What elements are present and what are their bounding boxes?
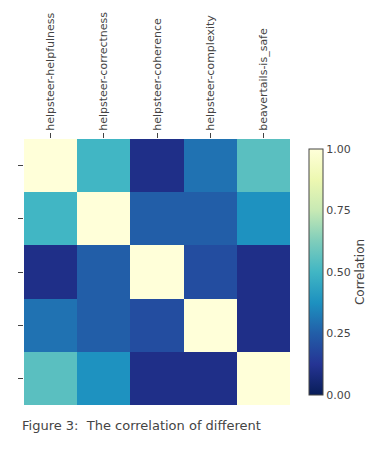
svg-text:helpsteer-coherence: helpsteer-coherence xyxy=(151,18,164,131)
svg-text:0.50: 0.50 xyxy=(326,266,351,279)
svg-text:0.25: 0.25 xyxy=(326,327,351,340)
svg-text:helpsteer-correctness: helpsteer-correctness xyxy=(97,12,110,131)
svg-text:Correlation: Correlation xyxy=(353,239,367,305)
svg-text:0.75: 0.75 xyxy=(326,204,351,217)
svg-text:0.00: 0.00 xyxy=(326,389,351,402)
svg-text:1.00: 1.00 xyxy=(326,143,351,156)
svg-text:helpsteer-complexity: helpsteer-complexity xyxy=(204,15,217,131)
svg-text:helpsteer-helpfulness: helpsteer-helpfulness xyxy=(44,13,57,131)
svg-text:Figure 3: The correlation of: Figure 3: The correlation of different xyxy=(22,418,261,433)
svg-text:beavertails-is_safe: beavertails-is_safe xyxy=(257,28,270,131)
